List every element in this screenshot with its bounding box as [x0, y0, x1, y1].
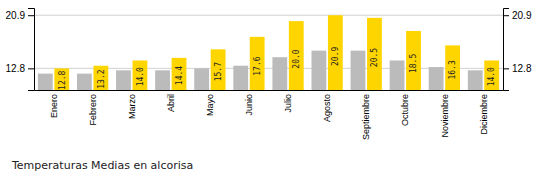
- x-tick: Octubre: [400, 94, 410, 126]
- bar: [133, 60, 148, 90]
- y2-tick-mark: [503, 68, 509, 69]
- x-tick: Mayo: [205, 94, 215, 116]
- y2-tick-label: 20.9: [512, 10, 532, 21]
- data-label: 18.5: [409, 54, 418, 73]
- x-axis: Enero Febrero Marzo Abril Mayo Junio Julio Agos…: [35, 91, 504, 141]
- plot: 12.8 13.2 14.0 14.4 15.7 17.6 20.0 20.9 20.5 18.5…: [6, 9, 532, 141]
- x-tick: Septiembre: [361, 94, 371, 140]
- bar: [155, 70, 170, 90]
- bar: [429, 67, 444, 90]
- x-tick: Abril: [166, 94, 176, 112]
- bar: [77, 74, 92, 90]
- bar: [250, 37, 265, 90]
- y2-tick-label: 12.8: [512, 63, 532, 74]
- bar: [468, 70, 483, 90]
- y-tick: 20.9: [6, 10, 34, 21]
- x-tick: Enero: [49, 94, 59, 118]
- y-tick-label: 20.9: [6, 10, 26, 21]
- x-tick-label: Mayo: [205, 94, 215, 116]
- bar: [311, 51, 326, 90]
- y2-tick-mark: [503, 15, 509, 16]
- data-label: 16.3: [448, 60, 457, 79]
- x-tick-label: Junio: [244, 94, 254, 116]
- bar: [116, 70, 131, 90]
- bar: [367, 18, 382, 90]
- x-tick: Diciembre: [479, 94, 489, 135]
- bar: [390, 60, 405, 90]
- bar: [93, 66, 108, 90]
- grid-line: [34, 15, 503, 16]
- x-tick: Febrero: [88, 94, 98, 126]
- bar: [38, 74, 53, 90]
- x-tick-label: Marzo: [127, 94, 137, 119]
- data-label: 20.5: [370, 48, 379, 67]
- y-axis-line: [28, 9, 35, 91]
- data-label: 13.2: [97, 69, 106, 88]
- bar: [233, 66, 248, 90]
- data-label: 17.6: [253, 56, 262, 75]
- bar: [328, 15, 343, 90]
- x-tick: Julio: [283, 94, 293, 113]
- data-label: 12.8: [58, 70, 67, 89]
- x-tick: Noviembre: [440, 94, 450, 138]
- data-label: 20.0: [292, 49, 301, 68]
- bar: [445, 45, 460, 90]
- grid: [34, 15, 503, 68]
- bar: [211, 49, 226, 90]
- bar: [194, 68, 209, 90]
- data-label: 14.0: [136, 67, 145, 86]
- x-tick: Marzo: [127, 94, 137, 119]
- x-tick-label: Noviembre: [440, 94, 450, 138]
- bars: [38, 15, 499, 90]
- y-tick-mark: [28, 68, 34, 69]
- x-tick: Agosto: [322, 94, 332, 122]
- data-labels: 12.8 13.2 14.0 14.4 15.7 17.6 20.0 20.9 20.5 18.5…: [58, 47, 497, 90]
- x-tick-label: Octubre: [400, 94, 410, 126]
- bar: [54, 68, 69, 90]
- bar: [172, 58, 187, 90]
- bar: [406, 31, 421, 90]
- x-tick-label: Julio: [283, 94, 293, 113]
- y2-tick: 12.8: [503, 63, 532, 74]
- x-tick-label: Febrero: [88, 94, 98, 126]
- y2-axis: 12.8 20.9: [503, 9, 532, 91]
- y-tick-mark: [28, 15, 34, 16]
- bar: [484, 60, 499, 90]
- chart: 12.8 13.2 14.0 14.4 15.7 17.6 20.0 20.9 20.5 18.5…: [0, 0, 537, 174]
- x-tick-label: Septiembre: [361, 94, 371, 140]
- x-tick-label: Diciembre: [479, 94, 489, 135]
- data-label: 15.7: [214, 62, 223, 81]
- x-tick: Junio: [244, 94, 254, 116]
- x-tick-label: Enero: [49, 94, 59, 118]
- bar: [272, 57, 287, 90]
- title: Temperaturas Medias en alcorisa: [11, 159, 193, 172]
- bar: [289, 21, 304, 90]
- x-tick-label: Agosto: [322, 94, 332, 122]
- bar: [351, 51, 366, 90]
- data-label: 14.0: [487, 67, 496, 86]
- x-axis-line: [35, 90, 504, 91]
- y2-axis-line: [504, 9, 510, 91]
- data-label: 14.4: [175, 66, 184, 85]
- y-axis: 12.8 20.9: [6, 9, 35, 91]
- y2-tick: 20.9: [503, 10, 532, 21]
- y-tick-label: 12.8: [6, 63, 26, 74]
- x-tick-label: Abril: [166, 94, 176, 112]
- y-tick: 12.8: [6, 63, 34, 74]
- data-label: 20.9: [331, 47, 340, 66]
